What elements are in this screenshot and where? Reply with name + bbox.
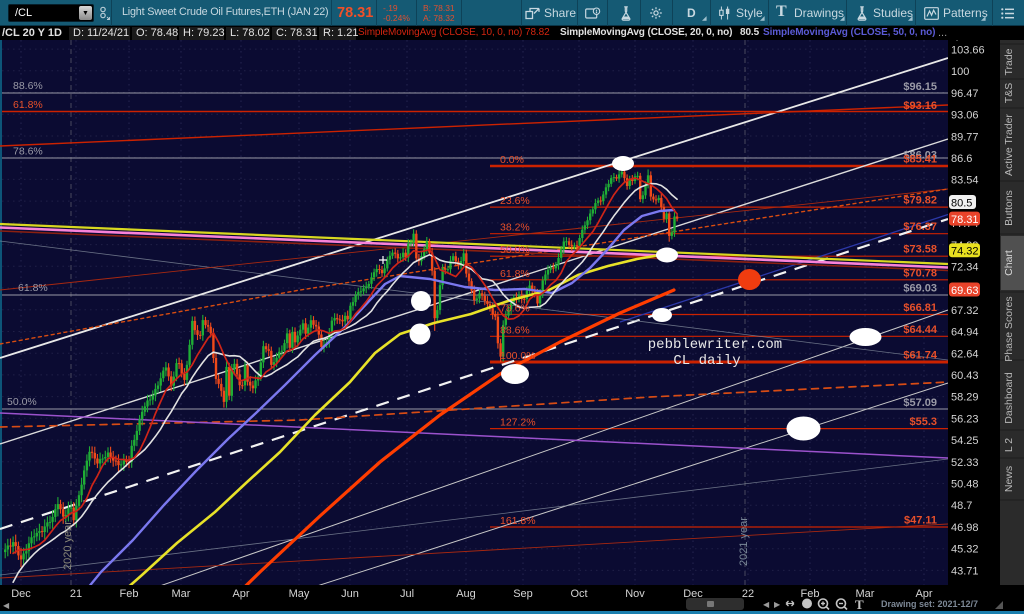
svg-text:61.8%: 61.8% (13, 99, 43, 111)
svg-text:0.0%: 0.0% (500, 154, 524, 166)
svg-text:2021 year: 2021 year (738, 517, 750, 566)
svg-text:◀: ◀ (3, 601, 10, 610)
svg-text:56.23: 56.23 (951, 413, 979, 425)
svg-text:38.2%: 38.2% (500, 222, 530, 234)
svg-text:Phase Scores: Phase Scores (1003, 296, 1015, 361)
svg-text:$69.03: $69.03 (903, 283, 937, 295)
svg-text:88.6%: 88.6% (13, 80, 43, 92)
svg-text:Mar: Mar (172, 588, 191, 600)
svg-text:T&S: T&S (1003, 83, 1015, 103)
svg-text:50.0%: 50.0% (7, 396, 37, 408)
svg-text:Dec: Dec (683, 588, 703, 600)
svg-text:L 2: L 2 (1003, 438, 1015, 452)
svg-text:Jul: Jul (400, 588, 414, 600)
svg-text:Trade: Trade (1003, 48, 1015, 75)
svg-text:▶: ▶ (774, 600, 781, 609)
svg-text:83.54: 83.54 (951, 175, 979, 187)
svg-text:$85.41: $85.41 (903, 154, 937, 166)
svg-text:61.8%: 61.8% (18, 282, 48, 294)
svg-text:$86.03: $86.03 (903, 150, 937, 162)
svg-text:62.64: 62.64 (951, 348, 979, 360)
svg-text:88.6%: 88.6% (500, 324, 530, 336)
svg-text:$61.74: $61.74 (903, 350, 938, 362)
svg-text:$79.82: $79.82 (903, 195, 937, 207)
svg-text:21: 21 (70, 588, 82, 600)
svg-text:60.43: 60.43 (951, 370, 979, 382)
svg-text:News: News (1003, 466, 1015, 492)
svg-text:64.94: 64.94 (951, 327, 979, 339)
svg-text:Dec: Dec (11, 588, 31, 600)
svg-text:2020 year: 2020 year (62, 521, 74, 570)
svg-text:Feb: Feb (801, 588, 820, 600)
svg-text:50.0%: 50.0% (500, 244, 530, 256)
svg-text:89.77: 89.77 (951, 131, 979, 143)
svg-text:80.5: 80.5 (951, 198, 972, 210)
svg-text:Mar: Mar (856, 588, 875, 600)
svg-text:100: 100 (951, 66, 969, 78)
svg-text:Dashboard: Dashboard (1003, 372, 1015, 424)
svg-text:100.0%: 100.0% (500, 350, 536, 362)
svg-text:Sep: Sep (513, 588, 533, 600)
svg-text:Apr: Apr (232, 588, 249, 600)
svg-text:$70.78: $70.78 (903, 267, 937, 279)
svg-text:Drawing set: 2021-12/7: Drawing set: 2021-12/7 (881, 599, 978, 609)
svg-text:Nov: Nov (625, 588, 645, 600)
svg-text:161.8%: 161.8% (500, 515, 536, 527)
svg-text:96.47: 96.47 (951, 88, 979, 100)
svg-text:69.63: 69.63 (951, 285, 979, 297)
svg-text:Oct: Oct (570, 588, 587, 600)
svg-text:48.7: 48.7 (951, 500, 972, 512)
svg-text:Feb: Feb (120, 588, 139, 600)
svg-text:46.98: 46.98 (951, 522, 979, 534)
svg-text:74.32: 74.32 (951, 246, 979, 258)
svg-text:$76.37: $76.37 (903, 221, 937, 233)
svg-text:Apr: Apr (915, 588, 932, 600)
svg-text:78.31: 78.31 (951, 214, 979, 226)
svg-text:$66.81: $66.81 (903, 302, 937, 314)
svg-text:CL daily: CL daily (673, 353, 740, 369)
svg-text:T: T (855, 597, 864, 612)
svg-text:72.34: 72.34 (951, 262, 979, 274)
svg-text:54.25: 54.25 (951, 435, 979, 447)
svg-text:$57.09: $57.09 (903, 397, 937, 409)
svg-text:$55.3: $55.3 (909, 416, 937, 428)
svg-text:◀: ◀ (763, 600, 770, 609)
svg-text:pebblewriter.com: pebblewriter.com (648, 337, 782, 353)
svg-text:78.6%: 78.6% (500, 303, 530, 315)
svg-text:67.32: 67.32 (951, 305, 979, 317)
svg-text:61.8%: 61.8% (500, 268, 530, 280)
svg-text:93.06: 93.06 (951, 110, 979, 122)
svg-text:43.71: 43.71 (951, 565, 979, 577)
svg-text:May: May (289, 588, 310, 600)
svg-text:$47.11: $47.11 (904, 515, 937, 527)
svg-text:$93.16: $93.16 (903, 100, 937, 112)
svg-text:103.66: 103.66 (951, 45, 985, 57)
svg-text:78.6%: 78.6% (13, 146, 43, 158)
svg-text:$64.44: $64.44 (903, 324, 938, 336)
svg-text:45.32: 45.32 (951, 544, 979, 556)
svg-text:Chart: Chart (1003, 250, 1015, 276)
svg-text:Buttons: Buttons (1003, 190, 1015, 226)
svg-text:Aug: Aug (456, 588, 476, 600)
svg-text:Jun: Jun (341, 588, 359, 600)
svg-text:86.6: 86.6 (951, 153, 972, 165)
svg-text:Active Trader: Active Trader (1003, 114, 1015, 176)
svg-text:52.33: 52.33 (951, 457, 979, 469)
svg-text:50.48: 50.48 (951, 479, 979, 491)
svg-text:$73.58: $73.58 (903, 244, 937, 256)
svg-text:23.6%: 23.6% (500, 195, 530, 207)
svg-text:58.29: 58.29 (951, 392, 979, 404)
svg-text:$96.15: $96.15 (903, 81, 937, 93)
svg-text:22: 22 (742, 588, 754, 600)
svg-text:127.2%: 127.2% (500, 417, 536, 429)
